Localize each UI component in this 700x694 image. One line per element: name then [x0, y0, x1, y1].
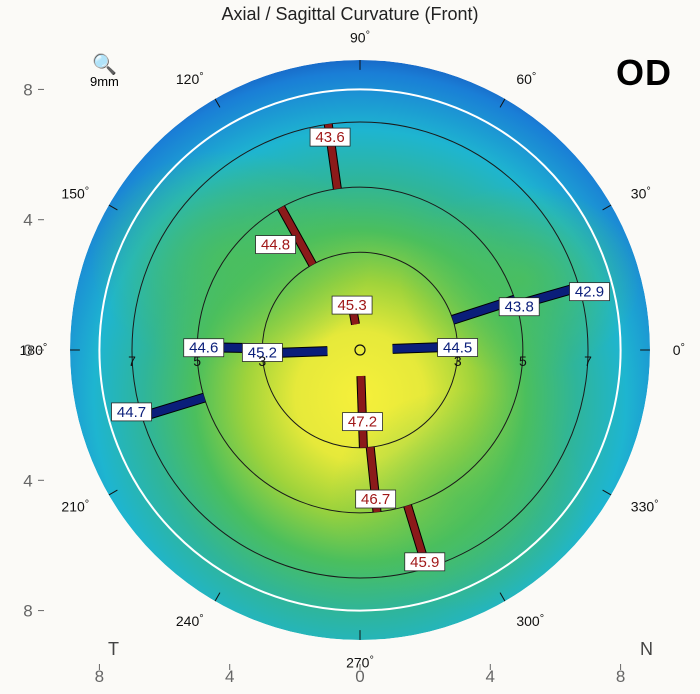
value-flat-7mm-R: 42.9: [575, 284, 604, 301]
x-tick-4: 4: [486, 667, 495, 686]
ring-label-l3: 3: [258, 353, 266, 369]
nasal-label: N: [640, 639, 653, 659]
color-map: [70, 60, 650, 640]
angle-0: 0°: [673, 342, 685, 358]
angle-60: 60°: [516, 71, 536, 87]
x-tick--8: 8: [95, 667, 104, 686]
ring-label-r7: 7: [584, 353, 592, 369]
value-steep-5mm-u: 44.8: [261, 237, 290, 254]
ring-label-r3: 3: [454, 353, 462, 369]
topography-chart: 0°30°60°90°120°150°180°210°240°270°300°3…: [0, 0, 700, 694]
ring-label-l7: 7: [128, 353, 136, 369]
angle-90: 90°: [350, 29, 370, 45]
value-flat-7mm-L: 44.7: [117, 404, 146, 421]
y-tick-4: 4: [23, 211, 32, 230]
value-steep-7mm-u: 43.6: [315, 129, 344, 146]
x-tick-0: 0: [355, 667, 364, 686]
y-tick--4: 4: [23, 471, 32, 490]
y-tick-0: 0: [23, 341, 32, 360]
angle-210: 210°: [61, 498, 89, 514]
temporal-label: T: [108, 639, 119, 659]
angle-240: 240°: [176, 613, 204, 629]
value-steep-5mm-d: 46.7: [361, 491, 390, 508]
value-flat-5mm-R: 43.8: [505, 299, 534, 316]
angle-120: 120°: [176, 71, 204, 87]
angle-150: 150°: [61, 186, 89, 202]
ring-label-r5: 5: [519, 353, 527, 369]
x-tick-8: 8: [616, 667, 625, 686]
angle-30: 30°: [631, 186, 651, 202]
value-steep-3mm-u: 45.3: [337, 297, 366, 314]
angle-300: 300°: [516, 613, 544, 629]
steep-3mm-d: [361, 376, 364, 448]
ring-label-l5: 5: [193, 353, 201, 369]
value-steep-3mm-d: 47.2: [348, 414, 377, 431]
y-tick-8: 8: [23, 80, 32, 99]
x-axis-ticks: 8 4 0 4 8: [95, 664, 626, 686]
value-steep-7mm-d: 45.9: [410, 554, 439, 571]
y-tick--8: 8: [23, 602, 32, 621]
angle-330: 330°: [631, 498, 659, 514]
x-tick--4: 4: [225, 667, 234, 686]
